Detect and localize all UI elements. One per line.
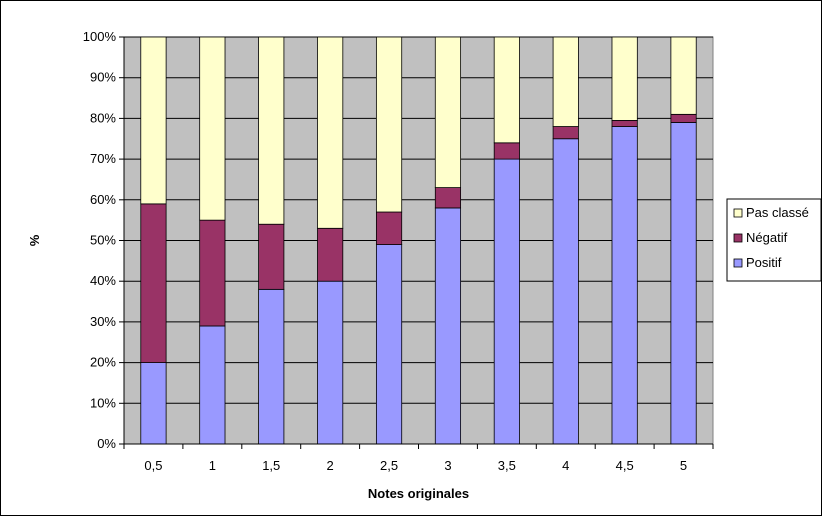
y-tick-label: 80% xyxy=(90,110,116,125)
bar-segment xyxy=(611,126,638,445)
x-tick-label: 2 xyxy=(327,458,334,473)
bar-segment xyxy=(317,227,344,282)
bar-segment xyxy=(493,158,520,445)
legend-label: Pas classé xyxy=(746,205,809,220)
y-tick-label: 20% xyxy=(90,355,116,370)
bar-segment xyxy=(199,219,226,327)
bar-segment xyxy=(611,120,638,127)
y-tick-label: 40% xyxy=(90,273,116,288)
y-tick-label: 0% xyxy=(97,436,116,451)
x-tick-labels: 0,5 1 1,5 2 2,5 3 3,5 4 4,5 5 xyxy=(144,458,687,473)
y-tick-label: 10% xyxy=(90,395,116,410)
axes xyxy=(123,37,714,449)
bar-segment xyxy=(670,113,697,123)
bar-segment xyxy=(670,122,697,445)
bar-segment xyxy=(140,36,167,205)
bar-segment xyxy=(258,36,285,225)
bar-segment xyxy=(611,36,638,121)
x-tick-label: 5 xyxy=(680,458,687,473)
y-tick-label: 30% xyxy=(90,314,116,329)
y-tick-label: 90% xyxy=(90,70,116,85)
bar-segment xyxy=(434,36,462,188)
y-tick-label: 50% xyxy=(90,233,116,248)
legend-swatch xyxy=(733,208,743,218)
y-tick-labels: 0% 10% 20% 30% 40% 50% 60% 70% 80% 90% 100% xyxy=(83,29,117,451)
bar-segment xyxy=(552,138,579,445)
bar-segment xyxy=(434,187,462,209)
x-tick-label: 4,5 xyxy=(616,458,634,473)
y-tick-label: 70% xyxy=(90,151,116,166)
x-tick-label: 3 xyxy=(444,458,451,473)
legend-swatch xyxy=(733,233,743,243)
bar-segment xyxy=(375,211,403,245)
bar-segment xyxy=(317,280,344,445)
legend-label: Positif xyxy=(746,255,782,270)
legend-label: Négatif xyxy=(746,230,788,245)
bar-segment xyxy=(199,325,226,445)
bar-segment xyxy=(140,203,167,363)
y-tick-label: 60% xyxy=(90,192,116,207)
x-tick-label: 2,5 xyxy=(380,458,398,473)
bar-segment xyxy=(258,288,285,445)
legend-swatch xyxy=(733,258,743,268)
bar-segment xyxy=(317,36,344,229)
y-axis-title: % xyxy=(27,234,42,246)
bar-segment xyxy=(258,223,285,290)
bar-segment xyxy=(434,207,462,445)
legend: Pas classé Négatif Positif xyxy=(726,198,822,282)
x-tick-label: 1,5 xyxy=(262,458,280,473)
bar-segment xyxy=(493,142,520,160)
bar-segment xyxy=(375,244,403,445)
bar-segment xyxy=(493,36,520,144)
bar-segment xyxy=(375,36,403,213)
y-tick-label: 100% xyxy=(83,29,117,44)
legend-box xyxy=(726,198,822,282)
x-tick-label: 1 xyxy=(209,458,216,473)
bar-segment xyxy=(140,362,167,445)
bar-segment xyxy=(552,36,579,127)
x-tick-label: 0,5 xyxy=(144,458,162,473)
bars xyxy=(140,36,697,445)
x-tick-label: 4 xyxy=(562,458,569,473)
bar-segment xyxy=(552,126,579,140)
x-axis-title: Notes originales xyxy=(368,486,469,501)
x-tick-label: 3,5 xyxy=(498,458,516,473)
bar-segment xyxy=(670,36,697,115)
bar-segment xyxy=(199,36,226,221)
